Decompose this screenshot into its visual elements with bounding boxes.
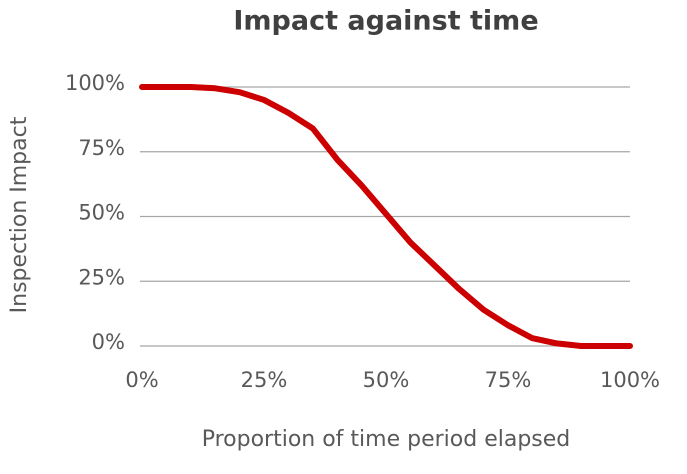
x-tick-label: 0%	[125, 368, 158, 392]
y-tick-label: 25%	[78, 265, 125, 289]
y-tick-label: 75%	[78, 136, 125, 160]
x-tick-label: 25%	[241, 368, 288, 392]
x-tick-label: 50%	[363, 368, 410, 392]
line	[139, 84, 633, 349]
x-tick-label: 100%	[600, 368, 660, 392]
x-axis-label: Proportion of time period elapsed	[202, 427, 571, 452]
y-tick-label: 50%	[78, 201, 125, 225]
chart-title: Impact against time	[233, 6, 538, 37]
y-axis-label: Inspection Impact	[7, 116, 32, 313]
x-tick-label: 75%	[485, 368, 532, 392]
y-tick-label: 100%	[65, 71, 125, 95]
y-tick-label: 0%	[92, 330, 125, 354]
